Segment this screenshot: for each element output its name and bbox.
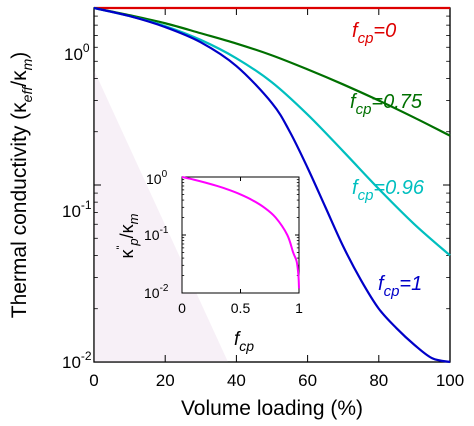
inset-y-axis-label: κ"p/κm bbox=[115, 213, 141, 258]
inset-x-tick-label: 0 bbox=[178, 300, 186, 316]
inset-x-tick-label: 0.5 bbox=[231, 300, 251, 316]
inset-y-tick-label: 100 bbox=[146, 169, 168, 187]
inset-axis-ticks bbox=[181, 176, 300, 294]
main-series-line-1 bbox=[93, 6, 451, 137]
inset-y-tick-labels: 100 10-1 10-2 bbox=[144, 169, 169, 301]
x-tick-label: 0 bbox=[89, 371, 98, 390]
inset-y-tick-label: 10-2 bbox=[144, 283, 169, 301]
inset-plot-area bbox=[181, 176, 300, 294]
series-label-fcp-0.96: fcp=0.96 bbox=[352, 177, 425, 204]
x-tick-label: 40 bbox=[227, 371, 246, 390]
main-x-tick-labels: 0 20 40 60 80 100 bbox=[89, 371, 464, 390]
x-tick-label: 20 bbox=[156, 371, 175, 390]
series-label-fcp-0: fcp=0 bbox=[352, 20, 396, 47]
main-series-lines bbox=[93, 6, 451, 364]
series-label-fcp-1: fcp=1 bbox=[378, 273, 422, 300]
y-tick-label: 100 bbox=[64, 41, 90, 64]
y-tick-label: 10-2 bbox=[62, 349, 92, 372]
inset-series-line-0 bbox=[181, 176, 300, 289]
main-axis-ticks bbox=[93, 7, 451, 363]
inset-x-tick-labels: 0 0.5 1 bbox=[178, 300, 303, 316]
x-tick-label: 100 bbox=[436, 371, 464, 390]
x-tick-label: 60 bbox=[298, 371, 317, 390]
inset-series-line bbox=[181, 176, 300, 289]
series-label-fcp-0.75: fcp=0.75 bbox=[350, 91, 423, 118]
main-series-line-3 bbox=[93, 6, 451, 364]
inset-x-tick-label: 1 bbox=[295, 300, 303, 316]
y-axis-label: Thermal conductivity (κeff/κm) bbox=[8, 52, 35, 319]
x-tick-label: 80 bbox=[369, 371, 388, 390]
inset-y-tick-label: 10-1 bbox=[144, 225, 169, 243]
inset-x-axis-label: fcp bbox=[234, 329, 254, 354]
main-y-tick-labels: 100 10-1 10-2 bbox=[62, 41, 92, 372]
x-axis-label: Volume loading (%) bbox=[181, 397, 363, 420]
y-tick-label: 10-1 bbox=[62, 198, 92, 221]
